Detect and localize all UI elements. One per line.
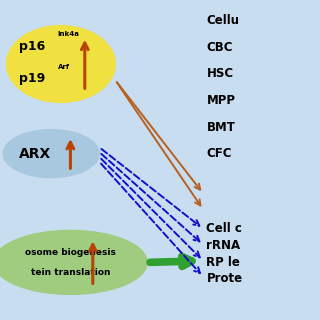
Text: MPP: MPP — [206, 94, 236, 107]
Text: RP le: RP le — [206, 256, 240, 268]
Text: Cellu: Cellu — [206, 14, 239, 27]
Text: BMT: BMT — [206, 121, 235, 133]
Ellipse shape — [3, 130, 99, 178]
Text: CBC: CBC — [206, 41, 233, 54]
Text: osome biogenesis: osome biogenesis — [25, 248, 116, 257]
Text: Prote: Prote — [206, 272, 243, 285]
Ellipse shape — [6, 26, 115, 102]
Ellipse shape — [0, 230, 147, 294]
Text: tein translation: tein translation — [31, 268, 110, 277]
Text: HSC: HSC — [206, 68, 234, 80]
Text: ARX: ARX — [19, 147, 51, 161]
Text: Cell c: Cell c — [206, 222, 242, 235]
Text: p16: p16 — [19, 40, 45, 53]
Text: rRNA: rRNA — [206, 239, 241, 252]
Text: Arf: Arf — [58, 64, 70, 70]
Text: CFC: CFC — [206, 147, 232, 160]
Text: Ink4a: Ink4a — [58, 31, 79, 36]
Text: p19: p19 — [19, 72, 45, 85]
